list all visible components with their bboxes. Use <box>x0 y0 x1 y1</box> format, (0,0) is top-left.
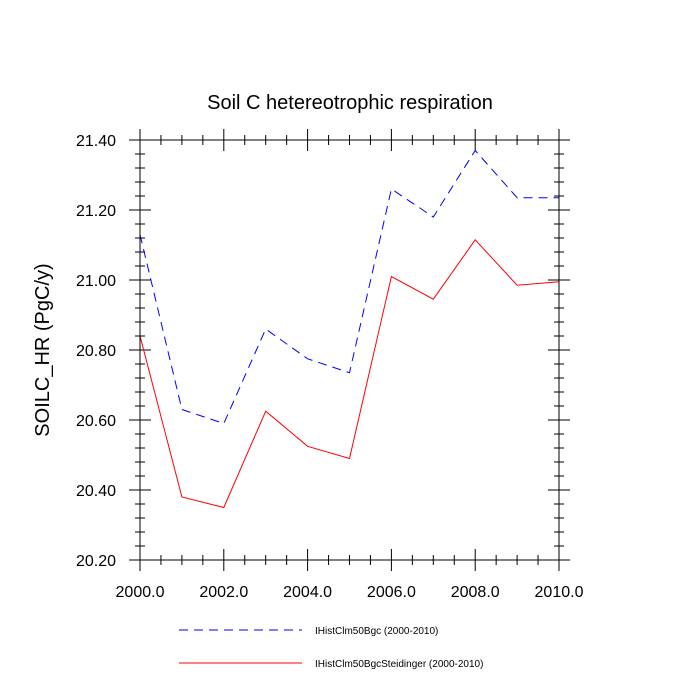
x-tick-label: 2004.0 <box>283 584 332 601</box>
axis-ticks <box>129 129 570 571</box>
x-tick-label: 2002.0 <box>199 584 248 601</box>
y-tick-label: 20.60 <box>76 413 116 430</box>
plot-frame <box>139 139 560 561</box>
x-tick-labels: 2000.0 2002.0 2004.0 2006.0 2008.0 2010.0 <box>116 584 584 601</box>
y-tick-label: 20.80 <box>76 343 116 360</box>
y-tick-label: 21.20 <box>76 203 116 220</box>
x-tick-label: 2006.0 <box>367 584 416 601</box>
x-tick-label: 2000.0 <box>116 584 165 601</box>
chart-title: Soil C hetereotrophic respiration <box>207 92 493 114</box>
series-line-1 <box>139 149 559 425</box>
y-tick-label: 21.00 <box>76 273 116 290</box>
y-tick-labels: 20.20 20.40 20.60 20.80 21.00 21.20 21.40 <box>76 133 116 570</box>
legend-label-2: IHistClm50BgcSteidinger (2000-2010) <box>315 659 483 670</box>
series-line-2 <box>139 239 560 509</box>
legend-label-1: IHistClm50Bgc (2000-2010) <box>315 626 438 637</box>
x-tick-label: 2010.0 <box>535 584 584 601</box>
y-tick-label: 20.40 <box>76 483 116 500</box>
y-axis-label: SOILC_HR (PgC/y) <box>32 263 54 436</box>
legend: IHistClm50Bgc (2000-2010) IHistClm50BgcSt… <box>179 626 483 670</box>
y-tick-label: 21.40 <box>76 133 116 150</box>
y-tick-label: 20.20 <box>76 553 116 570</box>
x-tick-label: 2008.0 <box>451 584 500 601</box>
series-lines <box>139 149 560 509</box>
